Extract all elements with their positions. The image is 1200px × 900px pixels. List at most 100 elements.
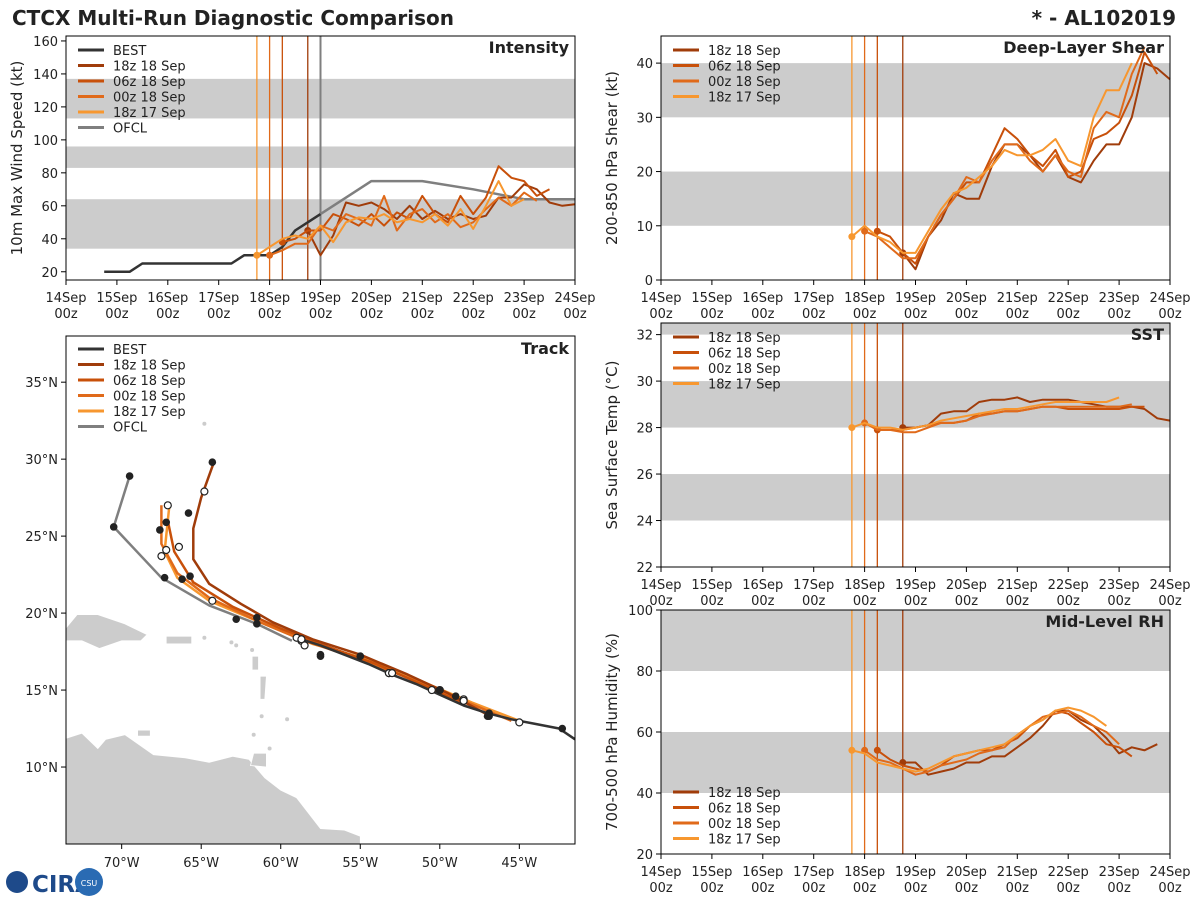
track-legend-label-00z-18-sep: 00z 18 Sep [113,390,186,405]
sst-xtick-label: 17Sep [793,578,834,593]
sst-ytick-label: 32 [636,329,653,344]
shear-legend-label-06z-18-sep: 06z 18 Sep [708,60,781,75]
leeward-islands-land [251,655,259,671]
abc-islands-land [137,729,151,737]
track-land [66,421,361,844]
intensity-ytick-label: 80 [41,167,58,182]
track-series-06z-18-sep [166,520,465,706]
intensity-xtick-label: 21Sep [402,291,443,306]
track-point-filled-06z-18-sep [451,692,460,701]
rh-series-18z-18-sep [902,709,1158,776]
track-xtick-label: 55°W [342,856,378,871]
track-frame [65,335,576,845]
rh-legend-label-00z-18-sep: 00z 18 Sep [708,817,781,832]
rh-xtick-sublabel: 00z [955,881,979,896]
track-series-00z-18-sep [160,505,512,722]
sst-xtick-sublabel: 00z [955,594,979,609]
shear-series-00z-18-sep [864,46,1146,260]
track-point-open-18z-18-sep [300,641,309,650]
shear-xtick-label: 17Sep [793,291,834,306]
rh-xtick-label: 23Sep [1099,865,1140,880]
windward-islands-land [259,675,267,700]
panel-intensity: 2040608010012014016014Sep00z15Sep00z16Se… [8,35,596,322]
shear-xtick-sublabel: 00z [1006,307,1030,322]
rh-xtick-label: 18Sep [844,865,885,880]
rh-xtick-sublabel: 00z [700,881,724,896]
sst-xtick-sublabel: 00z [802,594,826,609]
intensity-xtick-sublabel: 00z [309,307,333,322]
shear-ytick-label: 0 [645,274,653,289]
shear-ytick-label: 30 [636,111,653,126]
csu-seal-icon [75,868,103,896]
panel-shear: 01020304014Sep00z15Sep00z16Sep00z17Sep00… [603,35,1191,322]
rh-xtick-sublabel: 00z [1006,881,1030,896]
intensity-xtick-sublabel: 00z [462,307,486,322]
shear-xtick-label: 15Sep [691,291,732,306]
track-point-filled-18z-18-sep [208,458,217,467]
intensity-ytick-label: 40 [41,233,58,248]
track-point-filled-best [356,652,365,660]
storm-id: * - AL102019 [1032,6,1176,30]
track-ytick-label: 35°N [25,376,58,391]
intensity-xtick-label: 19Sep [300,291,341,306]
sst-xtick-sublabel: 00z [853,594,877,609]
shear-start-point-06z-18-sep [873,227,881,235]
rh-xtick-label: 15Sep [691,865,732,880]
rh-xtick-sublabel: 00z [1158,881,1182,896]
sst-xtick-sublabel: 00z [1158,594,1182,609]
intensity-xtick-sublabel: 00z [258,307,282,322]
shear-xtick-sublabel: 00z [1107,307,1131,322]
track-ytick-label: 15°N [25,684,58,699]
track-point-open-18z-17-sep [163,501,172,510]
rh-ytick-label: 60 [636,726,653,741]
intensity-legend-label-00z-18-sep: 00z 18 Sep [113,91,186,106]
rh-xtick-sublabel: 00z [1057,881,1081,896]
shear-xtick-sublabel: 00z [1158,307,1182,322]
small-island-8 [202,421,207,426]
rh-xtick-sublabel: 00z [1107,881,1131,896]
track-point-open-best [459,696,468,705]
shear-start-point-00z-18-sep [861,227,869,235]
sst-xtick-sublabel: 00z [649,594,673,609]
rh-title: Mid-Level RH [1045,612,1164,631]
rh-band-1 [661,610,1170,671]
sst-xtick-sublabel: 00z [904,594,928,609]
intensity-xtick-sublabel: 00z [105,307,129,322]
sst-ytick-label: 22 [636,561,653,576]
intensity-ylabel: 10m Max Wind Speed (kt) [8,61,26,256]
rh-legend-label-18z-18-sep: 18z 18 Sep [708,786,781,801]
small-island-0 [202,635,207,640]
track-legend-label-18z-17-sep: 18z 17 Sep [113,405,186,420]
shear-band-0 [661,171,1170,226]
small-island-5 [259,714,264,719]
intensity-xtick-label: 14Sep [45,291,86,306]
intensity-xtick-sublabel: 00z [563,307,587,322]
panel-sst: 22242628303214Sep00z15Sep00z16Sep00z17Se… [603,322,1191,609]
rh-xtick-sublabel: 00z [802,881,826,896]
rh-xtick-label: 14Sep [640,865,681,880]
sst-xtick-label: 14Sep [640,578,681,593]
rh-series-00z-18-sep [864,709,1120,776]
rh-ytick-label: 80 [636,665,653,680]
intensity-xtick-label: 20Sep [351,291,392,306]
sst-xtick-label: 19Sep [895,578,936,593]
shear-ylabel: 200-850 hPa Shear (kt) [603,71,621,245]
intensity-series-06z-18-sep [282,165,550,244]
track-point-open-best [387,669,397,678]
sst-legend-label-00z-18-sep: 00z 18 Sep [708,362,781,377]
track-point-open-18z-18-sep [427,685,436,695]
shear-ytick-label: 40 [636,57,653,72]
shear-xtick-sublabel: 00z [802,307,826,322]
sst-legend-label-06z-18-sep: 06z 18 Sep [708,347,781,362]
track-legend-label-ofcl: OFCL [113,421,148,436]
sst-xtick-label: 20Sep [946,578,987,593]
shear-legend-label-18z-18-sep: 18z 18 Sep [708,44,781,59]
sst-xtick-sublabel: 00z [1057,594,1081,609]
rh-xtick-sublabel: 00z [853,881,877,896]
rh-xtick-label: 17Sep [793,865,834,880]
track-ytick-label: 20°N [25,607,58,622]
track-point-open-00z-18-sep [162,545,171,555]
